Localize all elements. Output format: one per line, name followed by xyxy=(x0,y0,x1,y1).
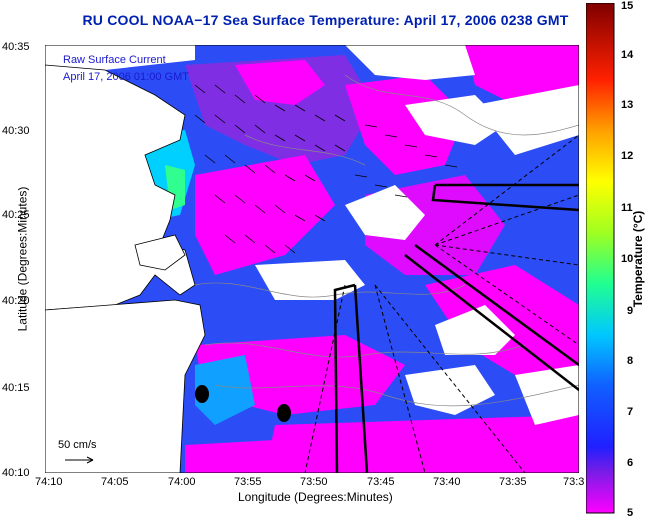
x-tick: 73:45 xyxy=(367,476,395,488)
x-tick: 74:00 xyxy=(168,476,196,488)
station-marker xyxy=(277,404,291,422)
sst-front xyxy=(195,355,255,425)
colorbar-tick: 11 xyxy=(621,202,633,214)
cloud-patch xyxy=(435,305,515,355)
cloud-patch xyxy=(345,185,425,240)
sst-cold-patch xyxy=(185,440,275,473)
colorbar-tick: 7 xyxy=(627,406,634,418)
x-tick: 73:40 xyxy=(433,476,461,488)
sst-map xyxy=(45,45,579,473)
colorbar-tick: 9 xyxy=(627,305,634,317)
x-tick: 74:10 xyxy=(35,476,63,488)
colorbar-tick: 10 xyxy=(621,253,634,265)
cloud-patch xyxy=(515,365,579,425)
colorbar-tick: 6 xyxy=(627,457,634,469)
sst-cold-patch xyxy=(195,155,335,275)
y-tick: 40:30 xyxy=(2,125,30,137)
x-tick: 74:05 xyxy=(101,476,129,488)
y-axis-label: Latitude (Degrees:Minutes) xyxy=(15,186,30,332)
colorbar xyxy=(586,3,615,514)
colorbar-tick: 8 xyxy=(627,355,634,367)
y-tick: 40:35 xyxy=(2,41,30,53)
y-tick: 40:25 xyxy=(2,209,30,221)
x-axis-label: Longitude (Degrees:Minutes) xyxy=(238,490,393,504)
y-tick: 40:15 xyxy=(2,382,30,394)
map-title: RU COOL NOAA−17 Sea Surface Temperature:… xyxy=(82,12,569,28)
cloud-patch xyxy=(45,45,195,70)
y-tick: 40:10 xyxy=(2,467,30,479)
colorbar-tick: 12 xyxy=(621,150,634,162)
colorbar-label: Temperature (°C) xyxy=(631,210,645,308)
sst-cold-patch xyxy=(235,60,325,105)
cloud-patch xyxy=(345,45,475,80)
colorbar-tick: 13 xyxy=(621,99,634,111)
station-marker xyxy=(195,385,209,403)
scale-label: 50 cm/s xyxy=(58,439,97,451)
cloud-patch xyxy=(475,85,579,155)
sst-cold-patch xyxy=(185,55,375,165)
x-tick: 73:50 xyxy=(300,476,328,488)
sst-cold-patch xyxy=(425,265,579,375)
colorbar-tick: 5 xyxy=(627,507,634,519)
y-tick: 40:20 xyxy=(2,295,30,307)
colorbar-tick: 15 xyxy=(621,0,634,12)
x-tick: 73:3 xyxy=(563,476,585,488)
colorbar-tick: 14 xyxy=(621,49,634,61)
current-vectors xyxy=(194,84,458,254)
x-tick: 73:35 xyxy=(499,476,527,488)
cloud-patch xyxy=(405,365,495,415)
legend-line1: Raw Surface Current xyxy=(63,54,166,66)
land-staten xyxy=(134,234,186,271)
x-tick: 73:55 xyxy=(234,476,262,488)
land-nj xyxy=(45,299,206,473)
sst-cold-patch xyxy=(465,45,579,105)
legend-line2: April 17, 2006 01:00 GMT xyxy=(63,71,189,83)
sst-cold-patch xyxy=(265,415,579,473)
